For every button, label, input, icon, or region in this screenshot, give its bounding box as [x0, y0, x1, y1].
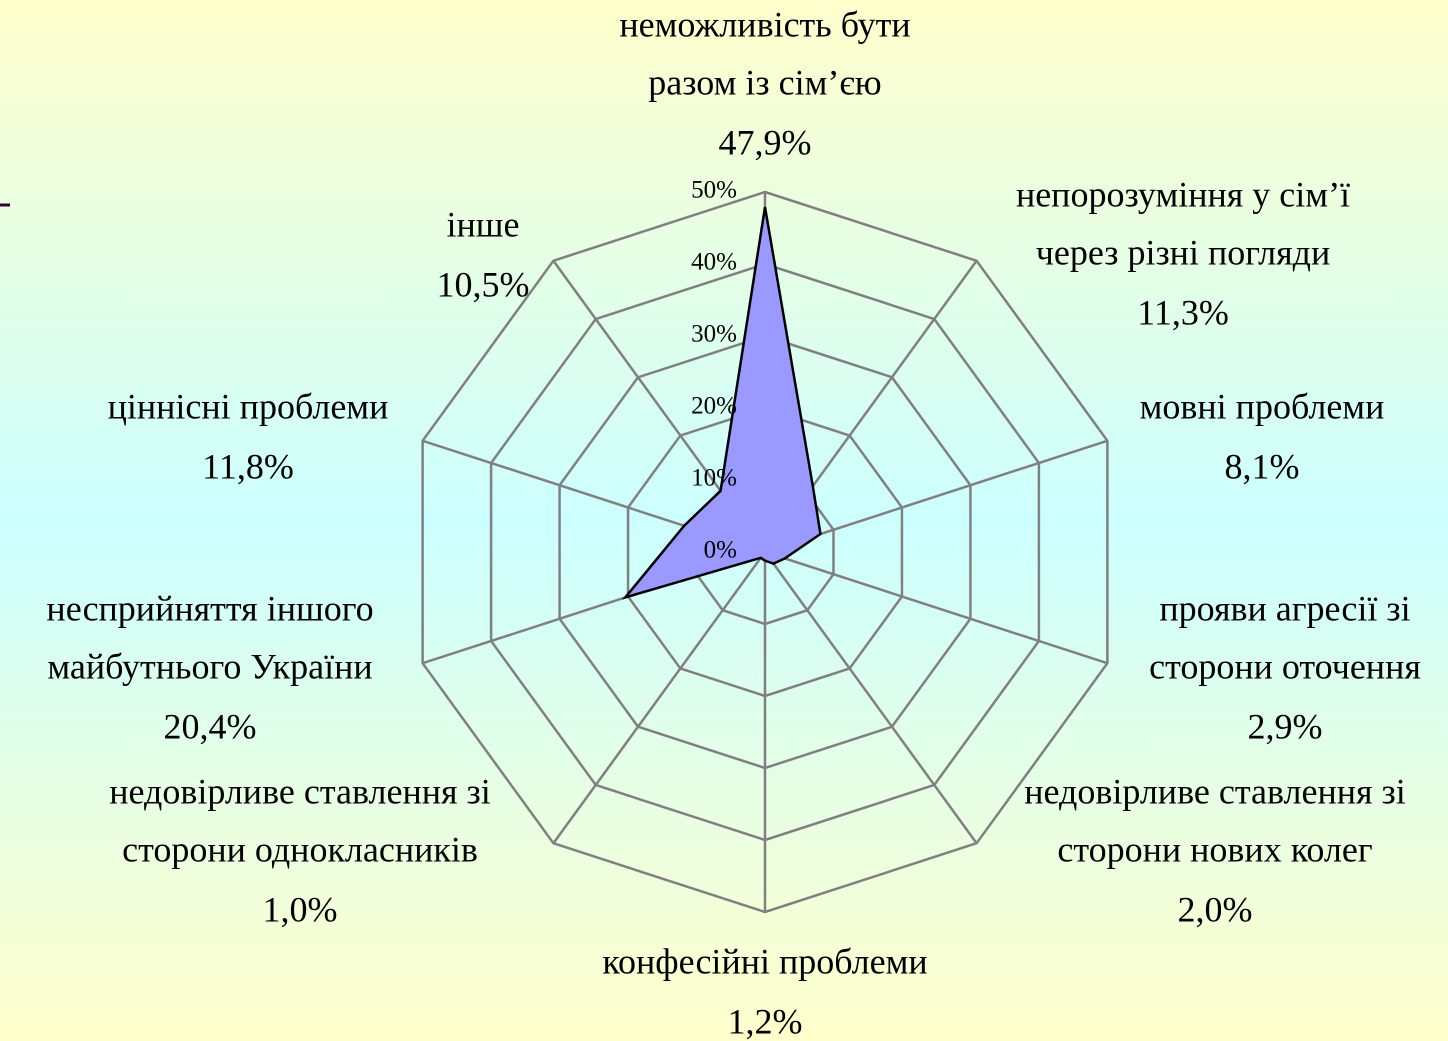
value-label: 47,9%: [719, 122, 812, 162]
value-label: 1,0%: [263, 889, 338, 929]
category-label: разом із сім’єю: [648, 62, 881, 102]
value-label: 1,2%: [728, 1001, 803, 1041]
value-label: 2,9%: [1248, 706, 1323, 746]
tick-label: 30%: [691, 321, 737, 348]
data-area: [621, 206, 822, 600]
category-label: через різні погляди: [1036, 232, 1331, 272]
spoke: [764, 550, 1108, 665]
value-label: 20,4%: [164, 706, 257, 746]
category-label: непорозуміння у сім’ї: [1016, 174, 1350, 214]
value-label: 8,1%: [1225, 446, 1300, 486]
category-label: недовірливе ставлення зі: [109, 771, 491, 811]
tick-label: 10%: [691, 465, 737, 492]
category-label: несприйняття іншого: [46, 588, 373, 628]
value-label: 11,8%: [202, 446, 294, 486]
category-label: мовні проблеми: [1140, 386, 1385, 426]
category-label: прояви агресії зі: [1159, 588, 1410, 628]
category-label: сторони оточення: [1149, 646, 1421, 686]
value-label: 10,5%: [437, 264, 530, 304]
value-label: 2,0%: [1178, 889, 1253, 929]
category-label: сторони нових колег: [1057, 829, 1372, 869]
tick-label: 40%: [691, 249, 737, 276]
category-label: недовірливе ставлення зі: [1024, 771, 1406, 811]
tick-label: 0%: [704, 537, 737, 564]
spoke: [764, 439, 1108, 554]
category-label: неможливість бути: [619, 4, 910, 44]
value-label: 11,3%: [1137, 292, 1229, 332]
category-label: інше: [447, 204, 520, 244]
tick-label: 50%: [691, 177, 737, 204]
category-label: конфесійні проблеми: [602, 941, 927, 981]
category-label: ціннісні проблеми: [108, 386, 389, 426]
tick-label: 20%: [691, 393, 737, 420]
category-label: майбутнього України: [47, 646, 372, 686]
spoke: [552, 551, 767, 844]
category-label: сторони однокласників: [122, 829, 478, 869]
spoke: [763, 551, 978, 844]
